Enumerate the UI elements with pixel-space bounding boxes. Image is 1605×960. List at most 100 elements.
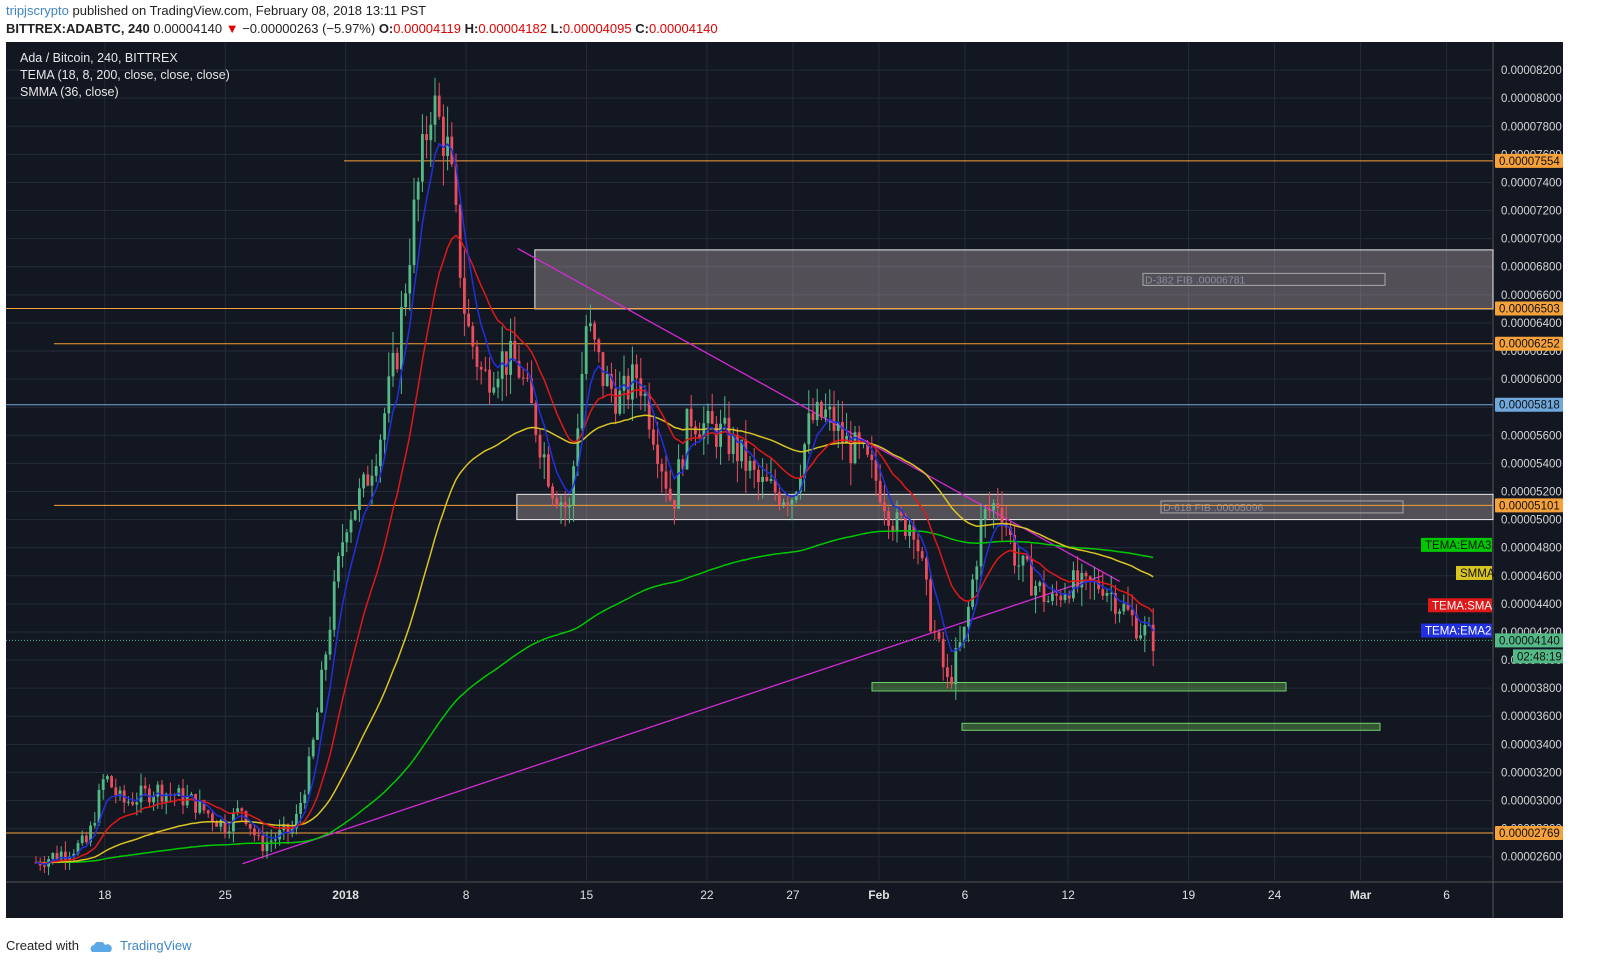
candle-body xyxy=(139,785,143,803)
candle-body xyxy=(442,116,445,157)
candle-body xyxy=(563,502,567,508)
created-with-text: Created with xyxy=(6,938,79,953)
candle-body xyxy=(1042,582,1046,602)
candle-body xyxy=(1000,507,1004,523)
candle-body xyxy=(76,843,80,854)
symbol-label: BITTREX:ADABTC, 240 xyxy=(6,21,150,36)
price-level-label: 0.00005101 xyxy=(1499,500,1560,512)
price-tick-label: 0.00007800 xyxy=(1501,121,1562,133)
countdown-label: 02:48:19 xyxy=(1517,651,1562,663)
candle-body xyxy=(916,539,920,552)
close-label: C: xyxy=(635,21,649,36)
candle-body xyxy=(849,436,853,464)
time-tick-label: 15 xyxy=(580,888,594,902)
candle-body xyxy=(1143,625,1147,636)
candle-body xyxy=(983,509,987,520)
candle-body xyxy=(72,853,76,857)
candle-body xyxy=(316,712,319,740)
price-tick-label: 0.00004400 xyxy=(1501,599,1562,611)
author-link[interactable]: tripjscrypto xyxy=(6,3,69,18)
candle-body xyxy=(190,793,193,796)
candle-body xyxy=(811,413,815,421)
candle-body xyxy=(530,378,533,404)
time-tick-label: 2018 xyxy=(332,888,359,902)
fib-zone-label: D-382 FIB .00006781 xyxy=(1145,274,1246,286)
time-tick-label: Feb xyxy=(868,888,889,902)
candle-body xyxy=(761,476,764,483)
candle-body xyxy=(198,800,202,813)
candle-body xyxy=(215,821,218,827)
indicator-label: TEMA:EMA2 xyxy=(1425,626,1491,638)
price-level-badge xyxy=(1495,397,1563,412)
candle-body xyxy=(706,410,710,424)
candle-body xyxy=(673,499,676,509)
price-level-label: 0.00002769 xyxy=(1499,828,1560,840)
tema-legend[interactable]: TEMA (18, 8, 200, close, close, close) xyxy=(20,68,230,82)
candle-body xyxy=(43,865,46,867)
candle-body xyxy=(643,393,647,396)
publish-info: tripjscrypto published on TradingView.co… xyxy=(6,3,426,18)
candle-body xyxy=(925,558,928,580)
candle-body xyxy=(748,460,752,471)
candle-body xyxy=(1034,586,1037,596)
candle-body xyxy=(463,277,466,314)
tema-sma-line xyxy=(35,234,1154,864)
candle-body xyxy=(421,134,424,182)
price-tick-label: 0.00005400 xyxy=(1501,458,1562,470)
candle-body xyxy=(383,413,386,440)
candle-body xyxy=(547,454,550,487)
candle-body xyxy=(332,581,336,630)
candle-body xyxy=(446,136,449,157)
price-tick-label: 0.00005600 xyxy=(1501,430,1562,442)
candle-body xyxy=(1063,594,1067,601)
last-price: 0.00004140 xyxy=(153,21,223,36)
candle-body xyxy=(1009,527,1012,536)
candle-body xyxy=(345,532,349,543)
candle-body xyxy=(853,432,857,464)
candle-body xyxy=(211,813,214,822)
candle-body xyxy=(937,632,941,640)
candle-body xyxy=(975,566,979,580)
candle-body xyxy=(311,739,315,757)
candle-body xyxy=(719,423,722,447)
tradingview-link[interactable]: TradingView xyxy=(120,938,192,953)
price-tick-label: 0.00006000 xyxy=(1501,374,1562,386)
candle-body xyxy=(509,340,512,375)
price-chart[interactable]: 0.000082000.000080000.000078000.00007600… xyxy=(6,42,1563,918)
high-label: H: xyxy=(464,21,479,36)
candle-body xyxy=(416,181,420,200)
close-value: 0.00004140 xyxy=(648,21,718,36)
candle-body xyxy=(1101,589,1105,596)
candle-body xyxy=(576,428,580,467)
candle-body xyxy=(1038,582,1042,587)
candle-body xyxy=(1030,559,1033,596)
price-level-badge xyxy=(1495,153,1563,168)
candle-body xyxy=(689,408,693,427)
candle-body xyxy=(836,422,840,431)
price-tick-label: 0.00004800 xyxy=(1501,543,1562,555)
candle-body xyxy=(723,417,727,424)
price-tick-label: 0.00005200 xyxy=(1501,486,1562,498)
smma-legend[interactable]: SMMA (36, close) xyxy=(20,85,119,99)
candle-body xyxy=(253,828,256,836)
candle-body xyxy=(790,499,794,506)
open-value: 0.00004119 xyxy=(393,21,461,36)
candle-body xyxy=(962,626,966,643)
candle-body xyxy=(1051,593,1054,601)
candle-body xyxy=(610,374,613,389)
support-zone xyxy=(961,722,1381,731)
candle-body xyxy=(341,542,344,557)
candle-body xyxy=(185,795,189,806)
candle-body xyxy=(601,352,605,387)
candle-body xyxy=(379,439,382,467)
candle-body xyxy=(677,459,680,509)
candle-body xyxy=(1114,592,1117,614)
candle-body xyxy=(1046,600,1050,602)
candle-body xyxy=(131,801,134,805)
candle-body xyxy=(593,323,596,340)
chart-panel[interactable]: 0.000082000.000080000.000078000.00007600… xyxy=(6,42,1563,918)
candle-body xyxy=(454,164,458,205)
candle-body xyxy=(702,423,706,439)
symbol-bar: BITTREX:ADABTC, 240 0.00004140 ▼ −0.0000… xyxy=(6,21,718,36)
price-level-badge xyxy=(1495,301,1563,316)
